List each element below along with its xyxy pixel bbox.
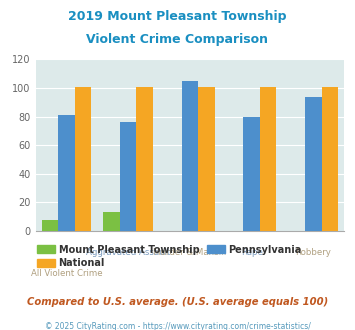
Text: Aggravated Assault: Aggravated Assault [86, 248, 170, 257]
Bar [58, 115, 75, 231]
Bar [136, 86, 153, 231]
Text: Robbery: Robbery [295, 248, 332, 257]
Bar [305, 97, 322, 231]
Bar [260, 86, 277, 231]
Text: © 2025 CityRating.com - https://www.cityrating.com/crime-statistics/: © 2025 CityRating.com - https://www.city… [45, 322, 310, 330]
Text: Violent Crime Comparison: Violent Crime Comparison [87, 33, 268, 46]
Text: Murder & Mans...: Murder & Mans... [153, 248, 227, 257]
Text: All Violent Crime: All Violent Crime [31, 269, 102, 278]
Bar [103, 213, 120, 231]
Text: 2019 Mount Pleasant Township: 2019 Mount Pleasant Township [68, 10, 287, 23]
Legend: Mount Pleasant Township, National, Pennsylvania: Mount Pleasant Township, National, Penns… [33, 241, 306, 272]
Bar [75, 86, 91, 231]
Bar [322, 86, 338, 231]
Bar [198, 86, 215, 231]
Text: Compared to U.S. average. (U.S. average equals 100): Compared to U.S. average. (U.S. average … [27, 297, 328, 307]
Bar [42, 219, 58, 231]
Bar [182, 81, 198, 231]
Bar [120, 122, 136, 231]
Text: Rape: Rape [241, 248, 263, 257]
Bar [244, 116, 260, 231]
